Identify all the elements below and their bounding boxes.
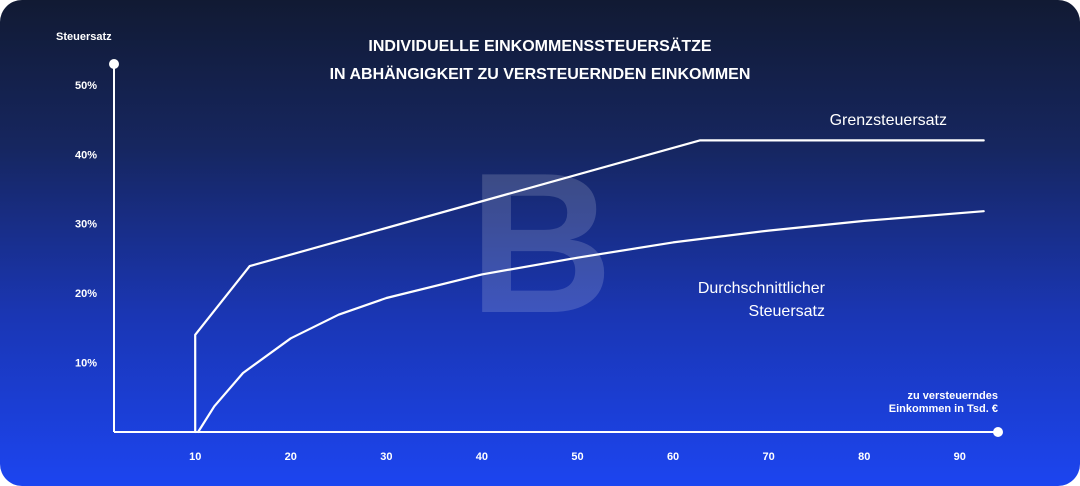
x-tick-label: 60	[667, 451, 679, 463]
x-tick-label: 50	[571, 451, 583, 463]
x-tick-label: 10	[189, 451, 201, 463]
series-label-grenzsteuersatz: Grenzsteuersatz	[830, 112, 947, 129]
y-tick-label: 10%	[75, 358, 97, 370]
durchschnittlicher-steuersatz-line	[197, 210, 985, 434]
chart-title-line-2: IN ABHÄNGIGKEIT ZU VERSTEUERNDEN EINKOMM…	[330, 65, 751, 83]
y-tick-label: 30%	[75, 219, 97, 231]
y-tick-label: 40%	[75, 149, 97, 161]
x-tick-label: 90	[954, 451, 966, 463]
x-tick-label: 70	[763, 451, 775, 463]
y-tick-label: 50%	[75, 80, 97, 92]
series-label-durchschnittlicher-line-2: Steuersatz	[749, 303, 825, 320]
y-tick-label: 20%	[75, 288, 97, 300]
y-axis-label: Steuersatz	[56, 31, 112, 43]
x-tick-label: 30	[380, 451, 392, 463]
series-label-durchschnittlicher-line-1: Durchschnittlicher	[698, 280, 826, 297]
y-tick-labels: 10% 20% 30% 40% 50%	[75, 80, 97, 370]
x-tick-labels: 10 20 30 40 50 60 70 80 90	[189, 451, 966, 463]
x-tick-label: 20	[285, 451, 297, 463]
grenzsteuersatz-line	[194, 139, 985, 434]
x-axis-label-line-2: Einkommen in Tsd. €	[889, 403, 998, 415]
chart-axes	[109, 59, 1003, 437]
series-lines	[194, 139, 985, 434]
x-axis-end-dot	[993, 427, 1003, 437]
y-axis-end-dot	[109, 59, 119, 69]
x-tick-label: 40	[476, 451, 488, 463]
brand-watermark-letter: B	[469, 132, 613, 355]
chart-title-line-1: INDIVIDUELLE EINKOMMENSSTEUERSÄTZE	[368, 37, 711, 55]
x-axis-label-line-1: zu versteuerndes	[908, 390, 998, 402]
x-tick-label: 80	[858, 451, 870, 463]
